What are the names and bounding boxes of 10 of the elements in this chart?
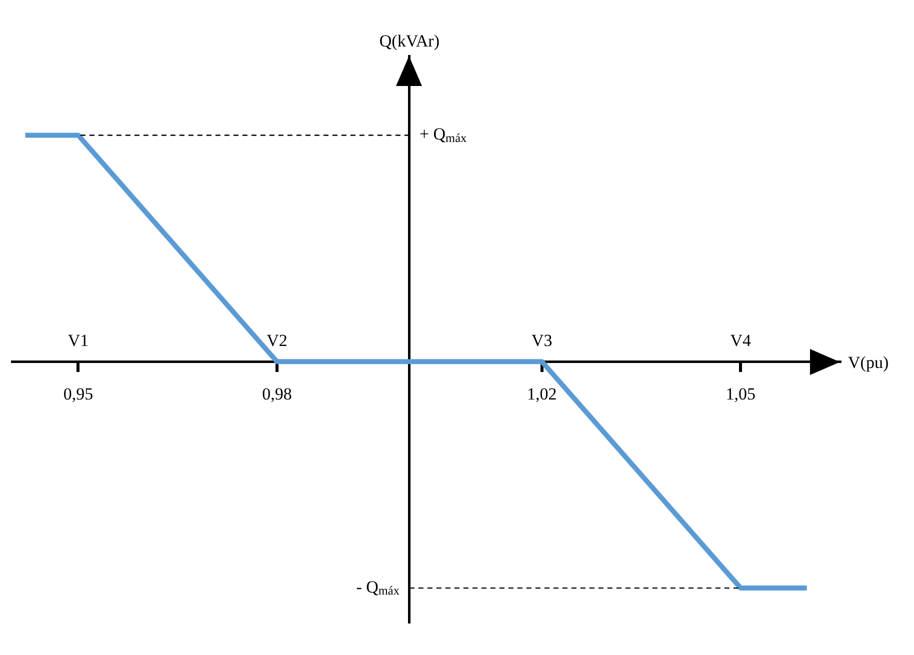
annotation: V2 (266, 331, 288, 350)
y-axis-title: Q(kVAr) (379, 31, 440, 50)
x-axis-title: V(pu) (848, 353, 889, 372)
x-tick-label: 1,02 (527, 384, 557, 404)
annotation: V4 (730, 331, 752, 350)
x-tick-label: 0,95 (63, 384, 94, 404)
annotation: V3 (532, 331, 552, 350)
annotation: V1 (68, 331, 89, 350)
x-tick-label: 1,05 (726, 384, 756, 404)
x-tick-label: 0,98 (262, 384, 292, 404)
